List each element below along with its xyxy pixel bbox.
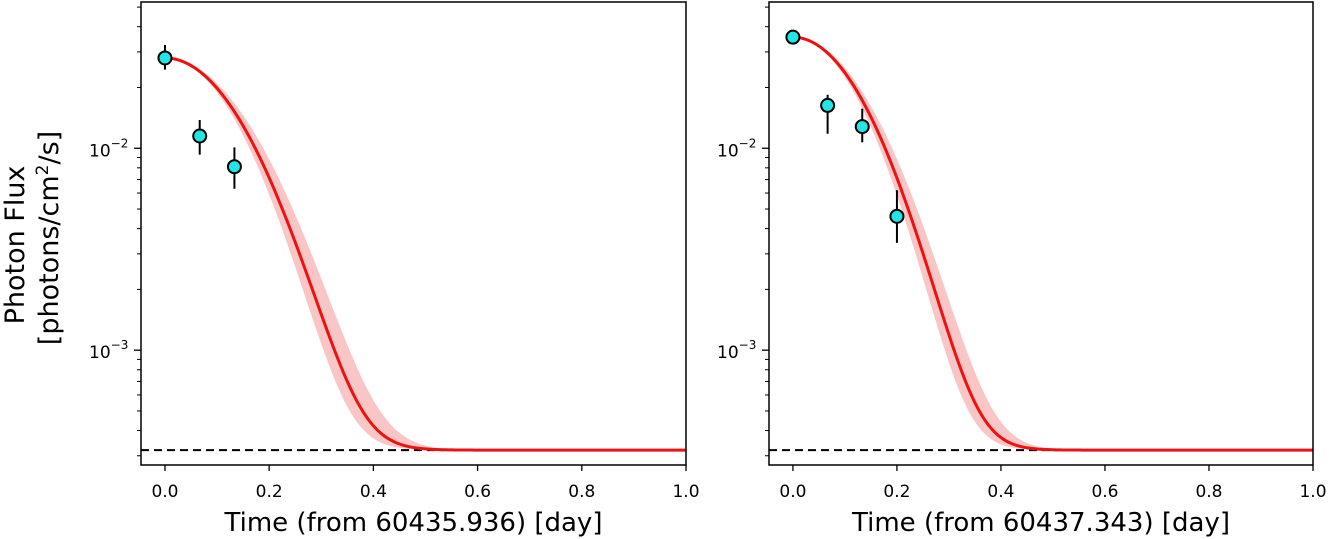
x-tick-label: 0.8 xyxy=(568,482,595,502)
x-tick-label: 0.2 xyxy=(256,482,283,502)
y-tick-base: 10 xyxy=(89,343,111,363)
x-tick-label: 0.4 xyxy=(360,482,387,502)
data-point xyxy=(785,29,801,45)
plot-area xyxy=(141,44,686,452)
data-marker xyxy=(157,50,173,66)
y-tick-base: 10 xyxy=(717,343,739,363)
data-marker xyxy=(820,97,836,113)
x-tick-label: 0.0 xyxy=(779,482,806,502)
data-point xyxy=(820,94,836,134)
data-point xyxy=(192,120,208,155)
y-axis-label-line1: Photon Flux xyxy=(0,166,31,325)
y-tick-exponent: −3 xyxy=(111,338,129,352)
data-marker xyxy=(226,159,242,175)
y-tick-base: 10 xyxy=(717,141,739,161)
data-point xyxy=(854,108,870,143)
y-tick-exponent: −2 xyxy=(111,136,129,150)
model-uncertainty-band xyxy=(164,57,686,451)
data-point xyxy=(226,147,242,189)
y-tick-label: 10−3 xyxy=(89,338,128,363)
y-tick-label: 10−2 xyxy=(717,136,756,161)
axes-frame xyxy=(768,1,1314,466)
y-tick-label: 10−2 xyxy=(89,136,128,161)
x-tick-label: 0.6 xyxy=(1091,482,1118,502)
x-tick-label: 0.0 xyxy=(151,482,178,502)
data-marker xyxy=(889,208,905,224)
y-axis-label-line2: [photons/cm2/s] xyxy=(33,131,65,345)
x-tick-label: 0.6 xyxy=(464,482,491,502)
data-marker xyxy=(854,119,870,135)
model-fit-line xyxy=(792,35,1313,452)
y-axis-label: Photon Flux [photons/cm2/s] xyxy=(0,131,65,345)
y-tick-exponent: −2 xyxy=(739,136,757,150)
y-axis-label-superscript: 2 xyxy=(33,165,53,176)
x-tick-label: 0.4 xyxy=(987,482,1014,502)
data-marker xyxy=(192,128,208,144)
x-tick-label: 1.0 xyxy=(672,482,699,502)
y-tick-base: 10 xyxy=(89,141,111,161)
model-fit-line xyxy=(164,56,686,452)
data-point xyxy=(157,44,173,70)
plot-area xyxy=(769,29,1313,452)
y-axis-label-unit-end: /s] xyxy=(34,131,65,165)
x-tick-label: 0.8 xyxy=(1195,482,1222,502)
x-tick-label: 1.0 xyxy=(1299,482,1326,502)
y-axis-label-unit-start: [photons/cm xyxy=(34,175,65,345)
data-point xyxy=(889,190,905,243)
x-axis-label: Time (from 60437.343) [day] xyxy=(851,508,1230,538)
x-axis-label: Time (from 60435.936) [day] xyxy=(224,508,603,538)
model-uncertainty-band xyxy=(792,37,1313,451)
y-tick-exponent: −3 xyxy=(739,338,757,352)
data-marker xyxy=(785,29,801,45)
y-tick-label: 10−3 xyxy=(717,338,756,363)
axes-frame xyxy=(140,1,687,466)
x-tick-label: 0.2 xyxy=(883,482,910,502)
